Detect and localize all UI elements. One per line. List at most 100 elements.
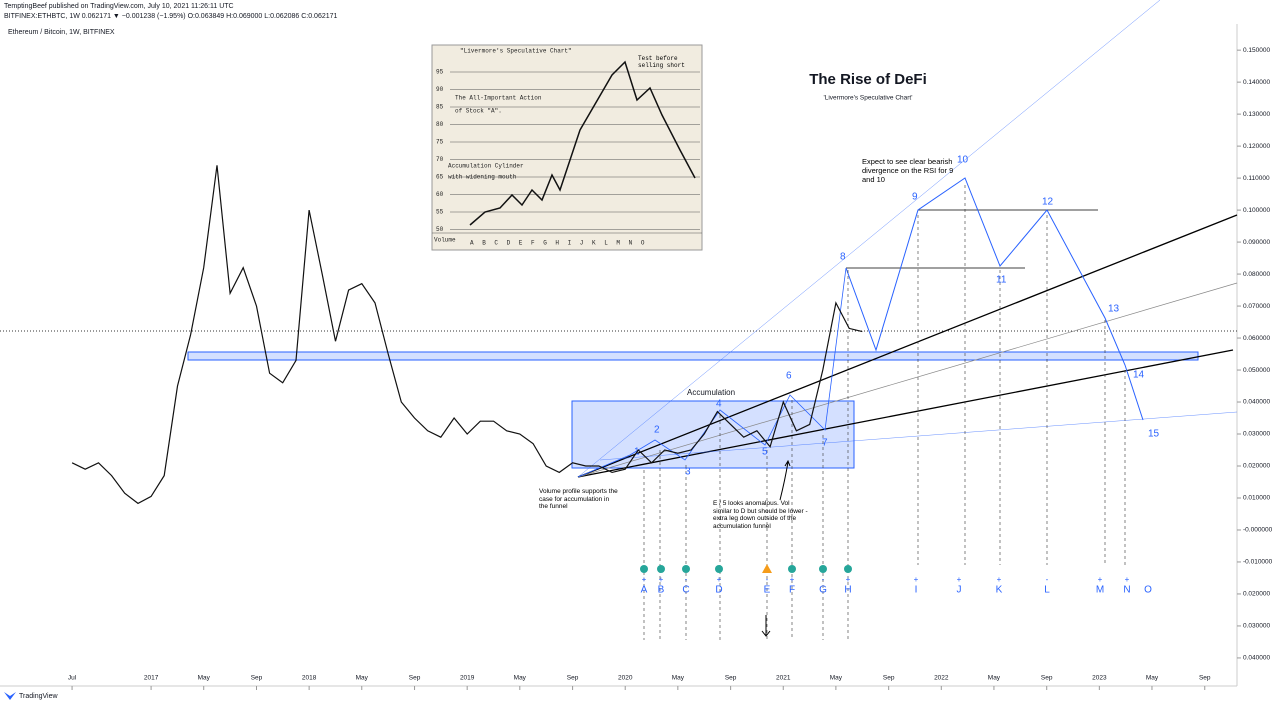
- x-tick-label: 2022: [934, 675, 949, 682]
- wave-label: 8: [840, 252, 846, 263]
- letter-label: O: [1144, 585, 1152, 596]
- logo: [4, 692, 16, 700]
- check-icon: [715, 565, 723, 573]
- accumulation-box: [571, 400, 855, 469]
- x-tick-label: May: [1146, 675, 1159, 682]
- sign-label: -: [1046, 575, 1049, 584]
- y-tick-label: 0.130000: [1243, 111, 1270, 118]
- arrow: [779, 459, 791, 501]
- letter-label: I: [915, 585, 918, 596]
- wave-label: 13: [1108, 304, 1120, 315]
- inset: "Livermore's Speculative Chart" The All-…: [431, 44, 703, 251]
- wave-label: 4: [716, 399, 722, 410]
- sign-label: +: [957, 575, 962, 584]
- x-tick-label: May: [198, 675, 211, 682]
- sign-label: +: [790, 575, 795, 584]
- symbol: BITFINEX:ETHBTC, 1W 0.062171 ▼ −0.001238…: [4, 13, 338, 20]
- anomaly-note: E / 5 looks anomalous. Vol similar to D …: [713, 500, 808, 530]
- x-tick-label: Sep: [251, 675, 263, 682]
- y-tick-label: 0.110000: [1243, 175, 1270, 182]
- wave-label: 3: [685, 467, 691, 478]
- x-tick-label: 2023: [1092, 675, 1107, 682]
- x-tick-label: Jul: [68, 675, 77, 682]
- warning-icon: [762, 564, 772, 573]
- letter-label: K: [996, 585, 1003, 596]
- support-band: [187, 351, 1199, 361]
- wave-label: 5: [762, 447, 768, 458]
- inset-level: 75: [436, 139, 444, 146]
- y-tick-label: 0.030000: [1243, 623, 1270, 630]
- y-tick-label: 0.020000: [1243, 591, 1270, 598]
- x-tick-label: Sep: [1041, 675, 1053, 682]
- sign-label: +: [1098, 575, 1103, 584]
- inset-levels: 95 90 85 80 75 70 65 60 55 50: [436, 69, 444, 234]
- letter-label: E: [764, 585, 771, 596]
- sign-label: +: [642, 575, 647, 584]
- wave-label: 7: [822, 438, 828, 449]
- x-tick-label: 2018: [302, 675, 317, 682]
- y-tick-label: 0.150000: [1243, 47, 1270, 54]
- y-tick-label: 0.120000: [1243, 143, 1270, 150]
- x-tick-label: May: [672, 675, 685, 682]
- check-icon: [788, 565, 796, 573]
- inset-level: 95: [436, 69, 444, 76]
- inset-level: 55: [436, 209, 444, 216]
- note: Volume profile supports the case for acc…: [539, 488, 618, 510]
- guide-lines: [643, 185, 1126, 640]
- x-tick-label: May: [356, 675, 369, 682]
- check-icon: [819, 565, 827, 573]
- sign-label: -: [766, 575, 769, 584]
- y-tick-label: -0.000000: [1243, 527, 1273, 534]
- y-tick-label: 0.040000: [1243, 399, 1270, 406]
- arrow: [761, 615, 771, 637]
- y-tick-label: 0.100000: [1243, 207, 1270, 214]
- wave-label: 12: [1042, 197, 1054, 208]
- inset-text: Volume: [434, 237, 456, 244]
- sign-label: -: [822, 575, 825, 584]
- inset-text: of Stock "A".: [455, 108, 502, 115]
- published: TemptingBeef published on TradingView.co…: [4, 3, 234, 10]
- x-tick-label: 2017: [144, 675, 159, 682]
- trendline: [577, 214, 1238, 478]
- inset-level: 50: [436, 226, 444, 233]
- letter-label: N: [1123, 585, 1130, 596]
- sign-label: +: [846, 575, 851, 584]
- letter-label: G: [819, 585, 827, 596]
- inset-text: with widening mouth: [448, 174, 517, 181]
- sign-label: +: [997, 575, 1002, 584]
- x-tick-label: May: [830, 675, 843, 682]
- y-tick-label: 0.140000: [1243, 79, 1270, 86]
- letter-label: M: [1096, 585, 1104, 596]
- wave-label: 11: [996, 275, 1007, 286]
- note: Expect to see clear bearish divergence o…: [862, 157, 954, 184]
- inset-level: 80: [436, 121, 444, 128]
- volume-note: Volume profile supports the case for acc…: [539, 488, 618, 510]
- sign-label: +: [659, 575, 664, 584]
- title: The Rise of DeFi: [809, 71, 927, 88]
- inset-level: 60: [436, 191, 444, 198]
- projection: [845, 177, 1144, 421]
- x-tick-label: May: [988, 675, 1001, 682]
- inset-grid: [432, 71, 702, 234]
- trendline: [599, 411, 1238, 461]
- y-tick-label: 0.050000: [1243, 367, 1270, 374]
- y-tick-label: 0.040000: [1243, 655, 1270, 662]
- inset-path: [469, 60, 696, 226]
- letter-label: L: [1044, 585, 1050, 596]
- inset-text: The All-Important Action: [455, 95, 542, 102]
- inset-text: Test before selling short: [638, 55, 685, 69]
- check-icon: [640, 565, 648, 573]
- inset-title: "Livermore's Speculative Chart": [460, 48, 572, 55]
- letter-markers: A+B+C-D+E-F+G-H+I+J+K+L-M+N+O: [640, 564, 1152, 596]
- check-icon: [682, 565, 690, 573]
- trendline: [577, 349, 1234, 478]
- inset-level: 90: [436, 86, 444, 93]
- inset-level: 65: [436, 174, 444, 181]
- wave-label: 10: [957, 155, 969, 166]
- sign-label: +: [1125, 575, 1130, 584]
- accumulation-label: Accumulation: [687, 388, 735, 397]
- wave-label: 9: [912, 192, 918, 203]
- x-tick-label: 2019: [460, 675, 475, 682]
- divergence-note: Expect to see clear bearish divergence o…: [862, 157, 954, 184]
